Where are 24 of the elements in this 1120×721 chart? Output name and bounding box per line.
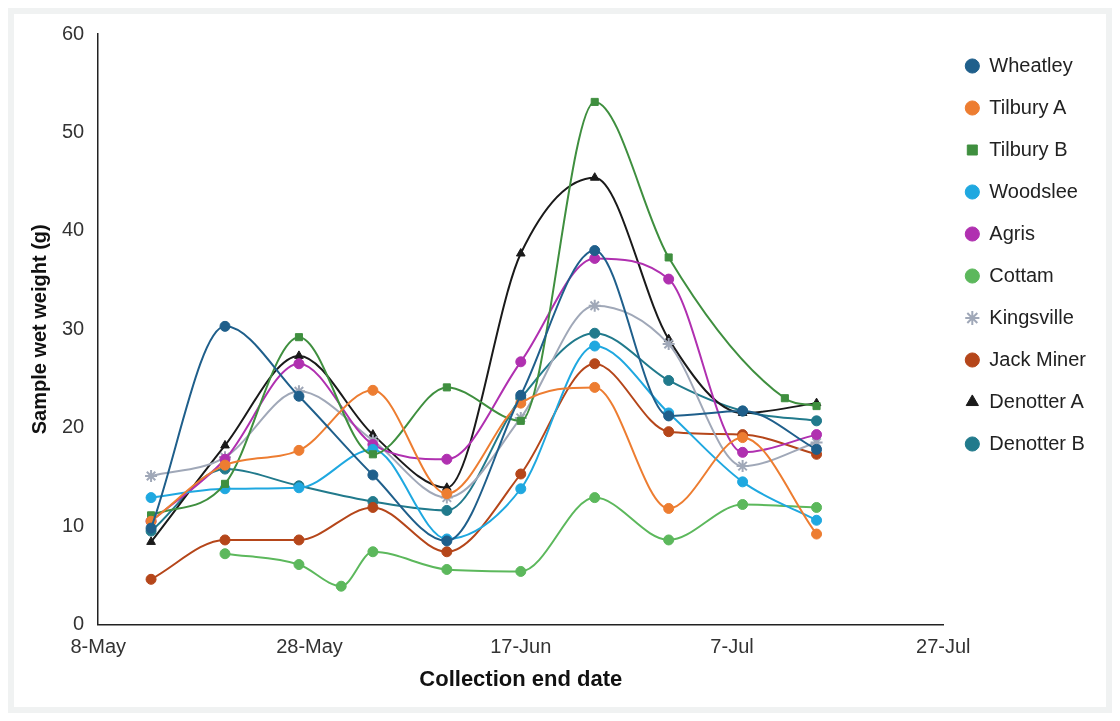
y-tick-label: 10 <box>62 513 85 536</box>
x-tick-label: 28-May <box>276 635 343 658</box>
y-tick-label: 0 <box>73 612 85 635</box>
legend-label: Jack Miner <box>989 347 1087 370</box>
x-tick-label: 8-May <box>70 635 127 658</box>
legend-label: Woodslee <box>989 179 1078 202</box>
legend-label: Denotter A <box>989 389 1085 412</box>
x-axis-title: Collection end date <box>419 665 623 691</box>
y-tick-label: 40 <box>62 218 85 241</box>
y-tick-label: 30 <box>62 316 85 339</box>
legend-label: Tilbury B <box>989 137 1068 160</box>
y-tick-label: 20 <box>62 415 85 438</box>
legend-label: Tilbury A <box>989 95 1068 118</box>
legend-label: Denotter B <box>989 431 1085 454</box>
y-tick-label: 60 <box>62 21 85 44</box>
legend-label: Agris <box>989 221 1035 244</box>
x-tick-label: 27-Jul <box>916 635 971 658</box>
legend-label: Wheatley <box>989 53 1073 76</box>
legend-label: Cottam <box>989 263 1054 286</box>
y-tick-label: 50 <box>62 119 85 142</box>
y-axis-title: Sample wet weight (g) <box>27 224 50 435</box>
legend-label: Kingsville <box>989 305 1074 328</box>
x-tick-label: 7-Jul <box>710 635 754 658</box>
x-tick-label: 17-Jun <box>490 635 552 658</box>
